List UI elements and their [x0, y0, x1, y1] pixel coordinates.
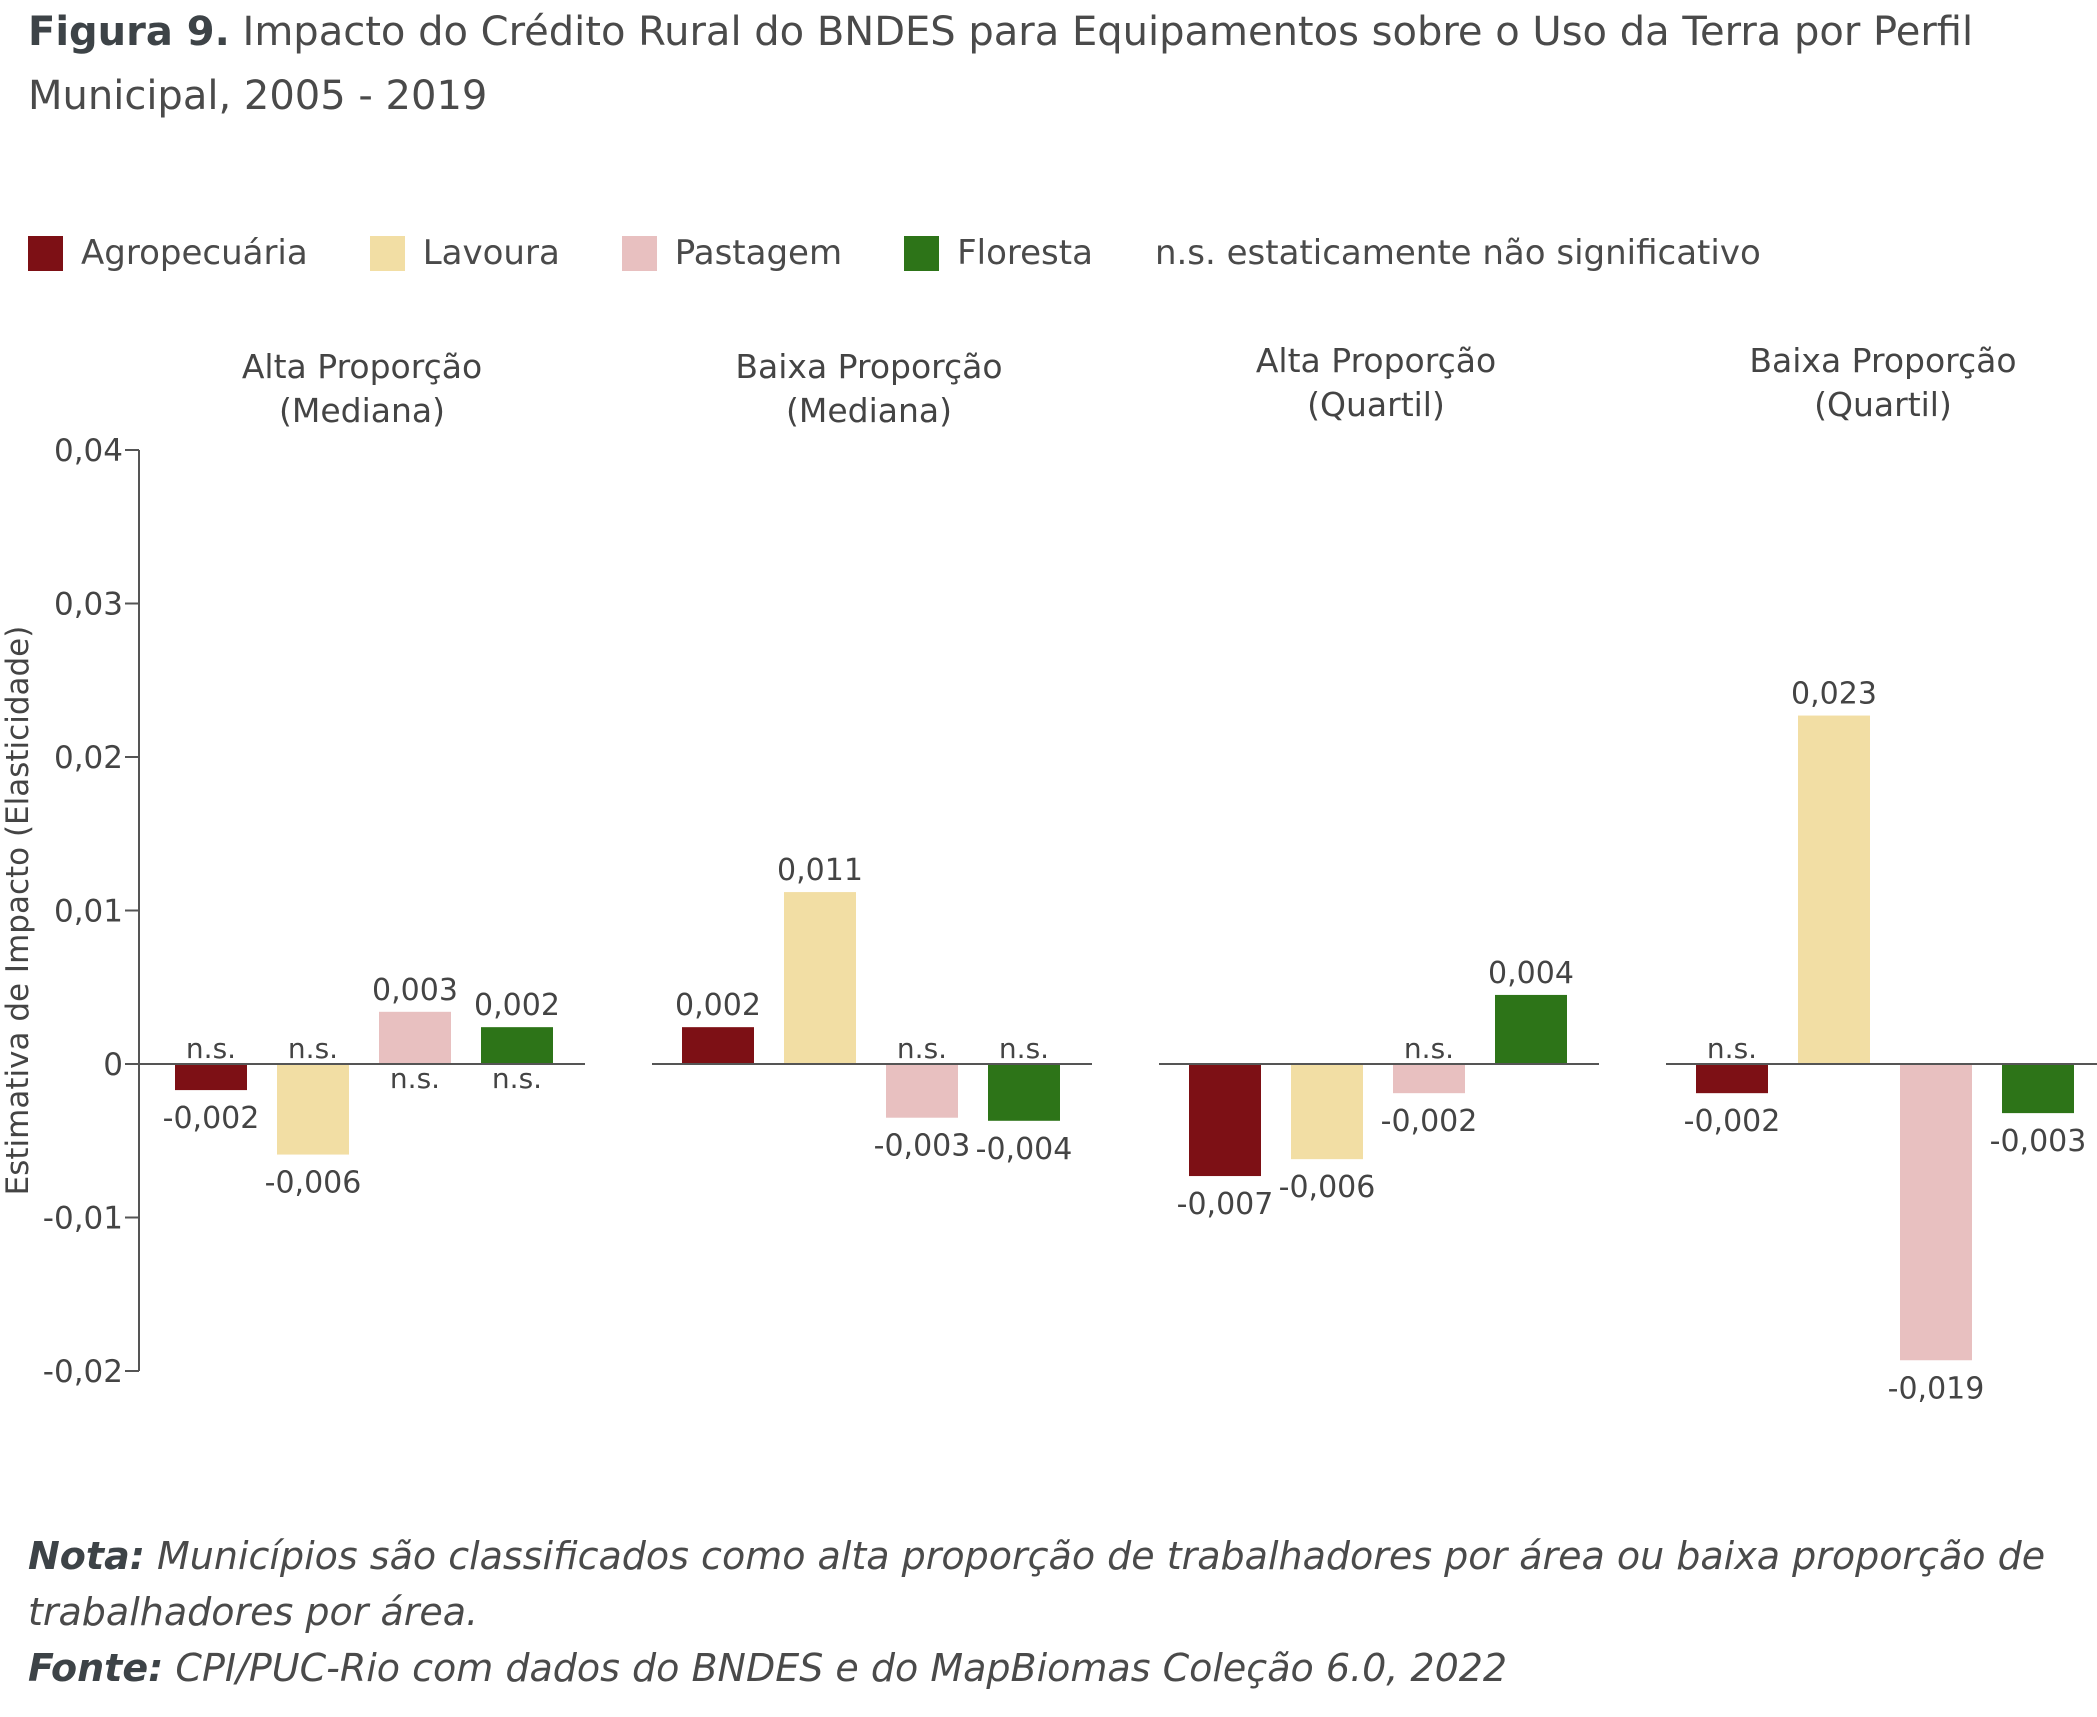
legend-label: Floresta — [957, 233, 1093, 273]
bar — [1798, 715, 1870, 1064]
bar — [481, 1027, 553, 1064]
y-tick-label: 0,04 — [54, 433, 123, 469]
legend-item-lavoura: Lavoura — [369, 233, 560, 273]
ns-marker: n.s. — [492, 1062, 542, 1095]
legend: Agropecuária Lavoura Pastagem Floresta n… — [28, 228, 1761, 278]
bar — [1291, 1064, 1363, 1160]
legend-swatch — [369, 235, 405, 271]
bar — [784, 892, 856, 1064]
bar-value-label: -0,007 — [1177, 1187, 1274, 1222]
bar-value-label: -0,003 — [1990, 1124, 2087, 1159]
bar-value-label: 0,003 — [372, 973, 458, 1008]
bar-value-label: 0,002 — [675, 988, 761, 1023]
nota-label: Nota: — [28, 1534, 145, 1578]
y-tick-label: 0 — [103, 1047, 123, 1083]
figure-number: Figura 9. — [28, 9, 230, 55]
legend-label: Agropecuária — [81, 233, 308, 273]
bar — [682, 1027, 754, 1064]
figure-title-text: Impacto do Crédito Rural do BNDES para E… — [28, 9, 1974, 119]
ns-marker: n.s. — [1404, 1032, 1454, 1065]
panel-subtitle: (Mediana) — [279, 391, 445, 430]
bar-value-label: -0,003 — [874, 1129, 971, 1164]
legend-item-floresta: Floresta — [904, 233, 1093, 273]
bar — [1900, 1064, 1972, 1361]
bar — [1495, 994, 1567, 1064]
bar-value-label: -0,006 — [265, 1166, 362, 1201]
bar-value-label: 0,011 — [777, 853, 863, 888]
y-tick-label: 0,01 — [54, 894, 123, 930]
bar — [988, 1064, 1060, 1121]
panel-title: Baixa Proporção — [735, 347, 1002, 386]
bar — [1189, 1064, 1261, 1177]
fonte-label: Fonte: — [28, 1646, 164, 1690]
legend-item-pastagem: Pastagem — [621, 233, 843, 273]
bar — [277, 1064, 349, 1155]
panel-subtitle: (Mediana) — [786, 391, 952, 430]
legend-swatch — [621, 235, 657, 271]
nota-text: Municípios são classificados como alta p… — [28, 1534, 2046, 1634]
ns-marker: n.s. — [1707, 1032, 1757, 1065]
legend-ns-note: n.s. estaticamente não significativo — [1154, 233, 1761, 273]
bar — [379, 1011, 451, 1064]
ns-marker: n.s. — [186, 1032, 236, 1065]
bar — [1696, 1064, 1768, 1094]
panel-subtitle: (Quartil) — [1814, 385, 1952, 424]
y-axis-title: Estimativa de Impacto (Elasticidade) — [0, 626, 36, 1196]
panel-title: Alta Proporção — [242, 347, 482, 386]
legend-swatch — [28, 235, 63, 271]
bar-value-label: 0,023 — [1791, 677, 1877, 712]
legend-item-agropecuaria: Agropecuária — [28, 233, 308, 273]
y-tick-label: -0,02 — [43, 1354, 123, 1390]
bar-value-label: -0,006 — [1279, 1170, 1376, 1205]
y-tick-label: 0,02 — [54, 740, 123, 776]
bar-value-label: -0,019 — [1888, 1371, 1985, 1406]
bar — [1393, 1064, 1465, 1094]
bar-chart: 0,04 0,03 0,02 0,01 0 -0,01 -0,02 Estimativa de… — [0, 341, 2097, 1406]
y-tick-label: 0,03 — [54, 587, 123, 623]
notes: Nota: Municípios são classificados como … — [28, 1528, 2068, 1696]
legend-label: Lavoura — [422, 233, 560, 273]
panel-title: Baixa Proporção — [1749, 341, 2016, 380]
ns-marker: n.s. — [390, 1062, 440, 1095]
bar — [175, 1064, 247, 1091]
bar-value-label: 0,002 — [474, 988, 560, 1023]
panel-title: Alta Proporção — [1256, 341, 1496, 380]
bar — [2002, 1064, 2074, 1114]
bar-value-label: -0,004 — [976, 1132, 1073, 1167]
bar-value-label: 0,004 — [1488, 956, 1574, 991]
bar-value-label: -0,002 — [1381, 1104, 1478, 1139]
y-tick-label: -0,01 — [43, 1201, 123, 1237]
fonte-line: Fonte: CPI/PUC-Rio com dados do BNDES e … — [28, 1640, 2068, 1696]
legend-label: Pastagem — [674, 233, 843, 273]
nota-line: Nota: Municípios são classificados como … — [28, 1528, 2068, 1640]
panel-subtitle: (Quartil) — [1307, 385, 1445, 424]
ns-marker: n.s. — [897, 1032, 947, 1065]
figure-title: Figura 9. Impacto do Crédito Rural do BN… — [28, 0, 2068, 128]
ns-marker: n.s. — [999, 1032, 1049, 1065]
ns-marker: n.s. — [288, 1032, 338, 1065]
legend-swatch — [904, 235, 940, 271]
bar-value-label: -0,002 — [1684, 1104, 1781, 1139]
fonte-text: CPI/PUC-Rio com dados do BNDES e do MapB… — [175, 1646, 1508, 1690]
bar — [886, 1064, 958, 1118]
bar-value-label: -0,002 — [163, 1101, 260, 1136]
